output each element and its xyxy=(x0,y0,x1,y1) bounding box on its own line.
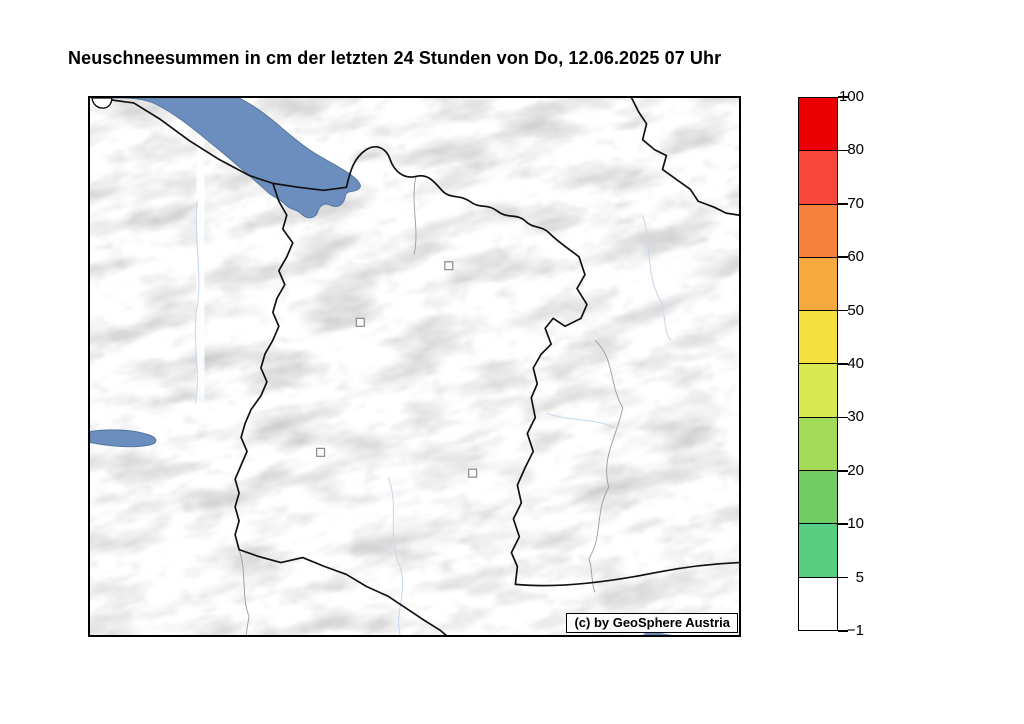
legend-segment xyxy=(799,256,837,311)
station-marker-icon xyxy=(468,468,478,478)
legend-tick-label: 10 xyxy=(847,515,864,533)
legend: 100 80 70 60 50 40 30 20 10 5 −1 xyxy=(798,88,908,639)
legend-tick-label: 100 xyxy=(838,88,864,105)
station-marker-icon xyxy=(355,317,365,327)
legend-segment xyxy=(799,150,837,204)
legend-tick-label: 50 xyxy=(847,301,864,319)
legend-tick-mark xyxy=(838,309,848,312)
station-markers xyxy=(316,261,478,478)
legend-segment xyxy=(799,576,837,630)
legend-segment xyxy=(799,363,837,417)
legend-tick-mark xyxy=(838,416,848,419)
border-southeast-sweep xyxy=(514,561,739,587)
legend-tick-mark xyxy=(838,256,848,258)
legend-tick-mark xyxy=(838,523,848,525)
valley-highlight xyxy=(182,108,219,404)
border-lake-diagonal xyxy=(111,99,274,185)
legend-segment xyxy=(799,203,837,257)
legend-tick-label: 5 xyxy=(855,568,864,586)
station-marker-icon xyxy=(316,447,326,457)
legend-tick-label: −1 xyxy=(846,622,864,639)
station-marker-icon xyxy=(444,261,454,271)
legend-segment xyxy=(799,416,837,471)
legend-tick-mark xyxy=(838,96,848,98)
district-borders xyxy=(238,176,624,635)
lake-west xyxy=(90,429,157,448)
copyright-badge: (c) by GeoSphere Austria xyxy=(566,613,738,633)
legend-tick-mark xyxy=(838,363,848,365)
border-east xyxy=(510,255,588,586)
terrain-hillshade xyxy=(90,98,739,635)
legend-tick-label: 30 xyxy=(847,408,864,426)
border-lake-shore xyxy=(272,182,348,192)
rivers xyxy=(194,201,671,635)
legend-tick-label: 40 xyxy=(847,355,864,372)
page-title: Neuschneesummen in cm der letzten 24 Stu… xyxy=(68,48,722,68)
border-northeast-corner xyxy=(630,98,739,216)
copyright-text: (c) by GeoSphere Austria xyxy=(574,615,730,630)
border-west xyxy=(234,182,294,551)
legend-tick-mark xyxy=(838,149,848,152)
legend-segment xyxy=(799,98,837,151)
legend-tick-label: 70 xyxy=(847,194,864,212)
map-canvas xyxy=(90,98,739,635)
legend-tick-mark xyxy=(838,576,848,579)
legend-segment xyxy=(799,310,837,364)
legend-colorbar xyxy=(798,97,838,631)
legend-tick-label: 60 xyxy=(847,248,864,266)
legend-tick-label: 20 xyxy=(847,461,864,479)
legend-tick-mark xyxy=(838,203,848,205)
legend-tick-mark xyxy=(838,470,848,472)
legend-segment xyxy=(799,470,837,524)
state-borders xyxy=(111,98,739,635)
border-north xyxy=(345,146,580,258)
border-south xyxy=(238,548,447,635)
legend-tick-mark xyxy=(838,630,848,632)
legend-segment xyxy=(799,523,837,577)
legend-tick-label: 80 xyxy=(847,141,864,159)
snow-map: (c) by GeoSphere Austria xyxy=(88,96,741,637)
